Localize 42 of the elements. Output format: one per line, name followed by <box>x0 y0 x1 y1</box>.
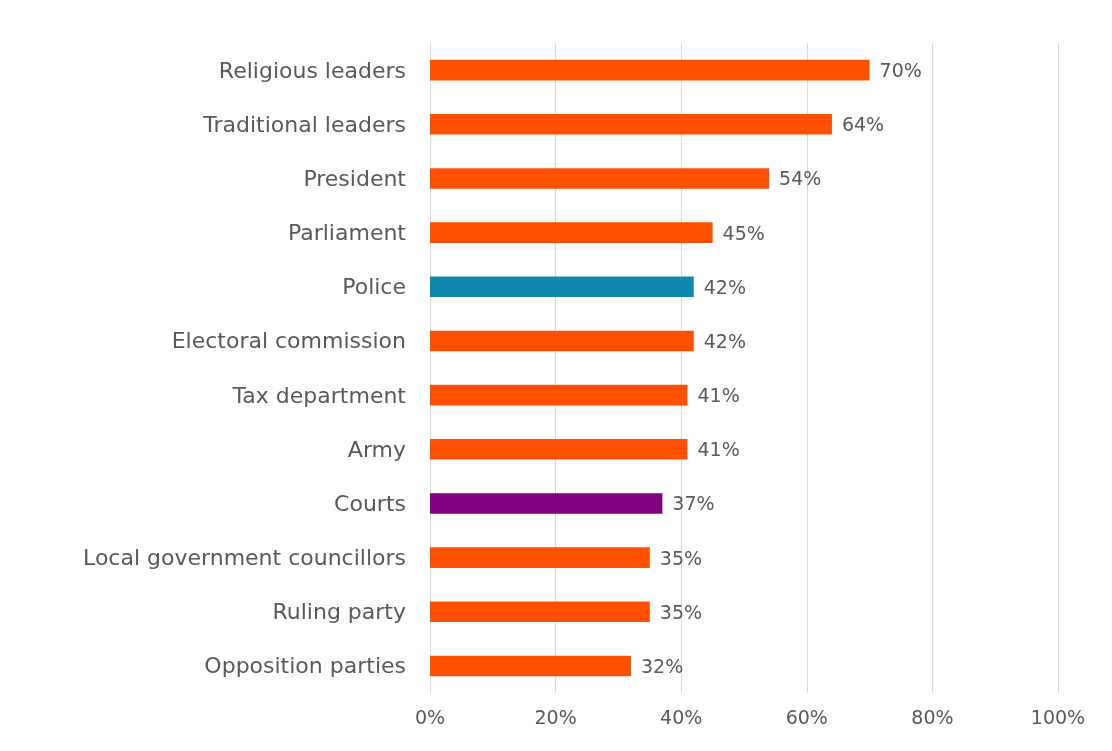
bar <box>430 384 688 406</box>
x-tick-label: 40% <box>660 705 703 728</box>
bar <box>430 276 694 298</box>
data-label: 35% <box>659 546 703 569</box>
data-label: 32% <box>640 654 684 677</box>
bar <box>430 601 650 623</box>
data-label: 35% <box>659 600 703 623</box>
bar <box>430 493 663 514</box>
y-tick-label: Tax department <box>231 382 407 408</box>
y-tick-label: Local government councillors <box>83 545 406 571</box>
x-tick-label: 60% <box>785 705 828 728</box>
y-tick-label: Electoral commission <box>171 328 406 354</box>
x-tick-label: 0% <box>414 705 446 728</box>
bar <box>430 438 688 460</box>
data-label: 64% <box>841 113 885 136</box>
y-tick-label: Ruling party <box>272 599 406 625</box>
bar <box>430 547 650 568</box>
data-label: 70% <box>879 59 922 82</box>
x-tick-label: 80% <box>911 705 954 728</box>
bar <box>430 330 694 352</box>
x-tick-label: 20% <box>534 705 577 728</box>
x-tick-label: 100% <box>1030 705 1086 728</box>
y-tick-label: Police <box>342 274 406 300</box>
bar <box>430 655 631 677</box>
data-label: 41% <box>697 384 740 407</box>
bar <box>430 222 713 243</box>
y-tick-label: President <box>303 165 407 191</box>
bar <box>430 59 870 81</box>
y-tick-label: Army <box>347 436 406 462</box>
data-label: 41% <box>697 438 740 461</box>
y-tick-label: Opposition parties <box>204 653 406 679</box>
y-tick-label: Traditional leaders <box>202 111 406 137</box>
y-tick-label: Parliament <box>287 220 407 246</box>
y-tick-label: Religious leaders <box>218 57 406 83</box>
data-label: 42% <box>703 275 746 298</box>
bar <box>430 113 832 135</box>
data-label: 37% <box>672 492 715 515</box>
data-label: 42% <box>703 329 746 352</box>
data-label: 45% <box>722 221 765 244</box>
data-label: 54% <box>779 167 822 190</box>
bar <box>430 168 770 189</box>
y-tick-label: Courts <box>334 490 406 516</box>
